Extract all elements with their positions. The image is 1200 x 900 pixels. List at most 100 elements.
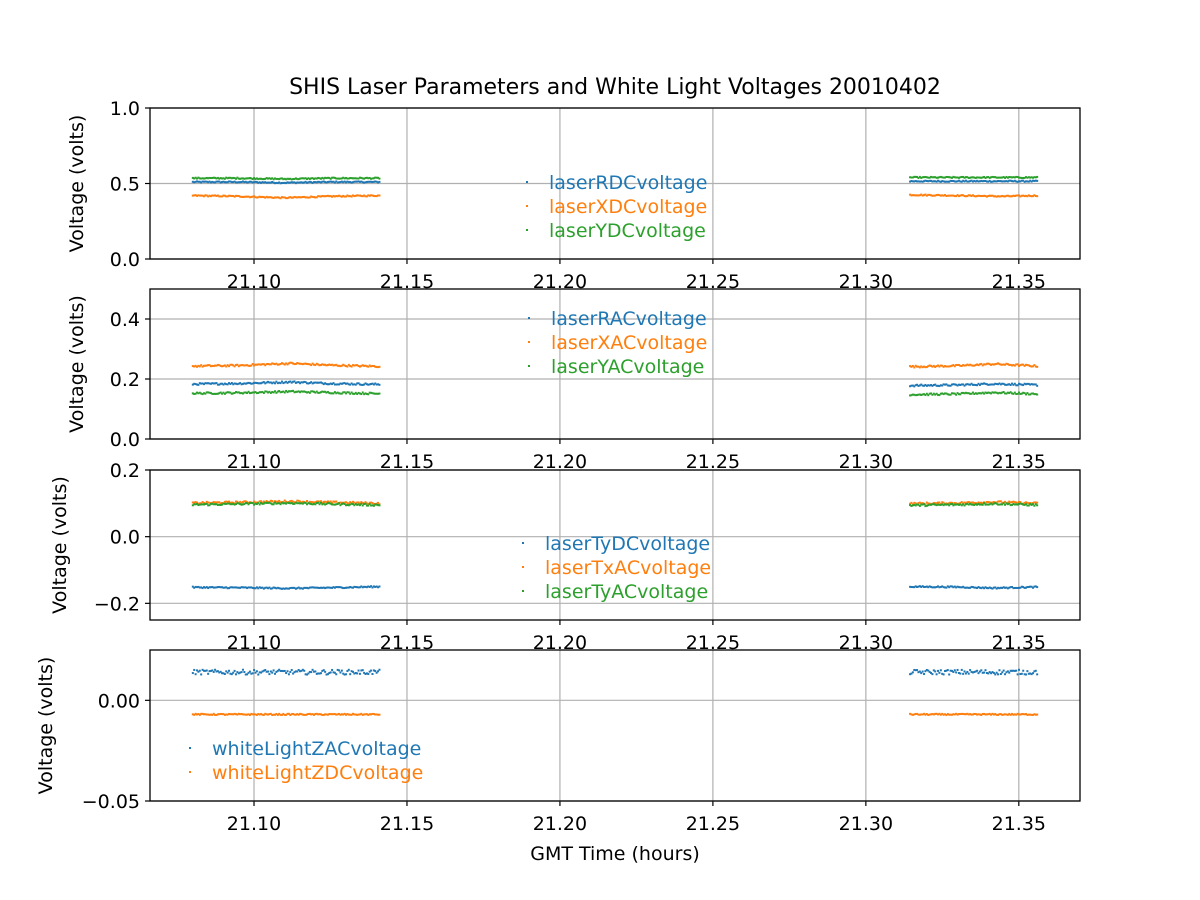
data-point bbox=[959, 672, 962, 675]
data-point bbox=[997, 500, 1000, 503]
data-point bbox=[980, 714, 983, 716]
data-point bbox=[988, 586, 991, 589]
data-point bbox=[308, 500, 311, 503]
data-point bbox=[230, 673, 233, 676]
data-point bbox=[267, 713, 270, 716]
data-point bbox=[226, 501, 229, 504]
data-point bbox=[278, 712, 281, 715]
data-point bbox=[308, 712, 311, 715]
data-point bbox=[219, 382, 222, 385]
data-point bbox=[916, 175, 919, 178]
data-point bbox=[222, 713, 225, 716]
data-point bbox=[1006, 180, 1009, 183]
data-point bbox=[202, 177, 205, 180]
data-point bbox=[290, 499, 293, 502]
data-point bbox=[342, 713, 345, 716]
data-point bbox=[1006, 363, 1009, 366]
data-point bbox=[262, 178, 265, 181]
data-point bbox=[955, 586, 958, 589]
data-point bbox=[194, 503, 197, 506]
data-point bbox=[977, 180, 980, 183]
data-point bbox=[312, 670, 315, 673]
data-point bbox=[932, 392, 935, 395]
data-point bbox=[310, 713, 313, 716]
data-point bbox=[365, 365, 368, 368]
data-point bbox=[311, 713, 314, 716]
data-point bbox=[953, 383, 956, 386]
data-point bbox=[209, 586, 212, 589]
data-point bbox=[258, 363, 261, 366]
data-point bbox=[960, 364, 963, 367]
data-point bbox=[324, 503, 327, 506]
data-point bbox=[375, 383, 378, 386]
data-point bbox=[310, 381, 313, 384]
data-point bbox=[1006, 194, 1009, 197]
data-point bbox=[1016, 586, 1019, 589]
data-point bbox=[235, 382, 237, 385]
data-point bbox=[278, 363, 281, 366]
legend-marker bbox=[526, 181, 528, 183]
data-point bbox=[1013, 382, 1016, 385]
data-point bbox=[269, 381, 272, 384]
data-point bbox=[226, 713, 229, 716]
data-point bbox=[924, 670, 927, 673]
data-point bbox=[250, 712, 253, 715]
data-point bbox=[201, 712, 204, 715]
data-point bbox=[371, 364, 374, 367]
data-point bbox=[306, 391, 309, 394]
data-point bbox=[221, 586, 224, 589]
data-point bbox=[1002, 176, 1005, 179]
data-point bbox=[932, 713, 935, 716]
data-point bbox=[967, 586, 970, 589]
data-point bbox=[333, 586, 336, 589]
data-point bbox=[368, 586, 371, 589]
data-point bbox=[286, 712, 289, 715]
data-point bbox=[957, 502, 960, 505]
data-point bbox=[950, 176, 953, 179]
data-point bbox=[946, 384, 949, 387]
data-point bbox=[368, 176, 371, 179]
data-point bbox=[378, 194, 381, 197]
data-point bbox=[991, 671, 994, 674]
data-point bbox=[226, 195, 229, 198]
data-point bbox=[269, 712, 272, 715]
data-point bbox=[948, 713, 951, 716]
data-point bbox=[307, 502, 310, 505]
data-point bbox=[1020, 713, 1023, 716]
data-point bbox=[193, 382, 196, 385]
data-point bbox=[950, 585, 953, 588]
data-point bbox=[977, 194, 980, 197]
data-point bbox=[371, 177, 374, 180]
data-point bbox=[966, 670, 969, 673]
data-point bbox=[318, 503, 321, 506]
data-point bbox=[970, 503, 973, 506]
data-point bbox=[1016, 180, 1019, 183]
data-point bbox=[941, 364, 944, 367]
data-point bbox=[924, 176, 927, 178]
data-point bbox=[198, 180, 201, 183]
data-point bbox=[374, 670, 377, 673]
data-point bbox=[293, 380, 296, 383]
data-point bbox=[194, 194, 197, 197]
data-point bbox=[308, 670, 311, 673]
data-point bbox=[218, 671, 221, 674]
data-point bbox=[1025, 503, 1027, 506]
data-point bbox=[209, 392, 212, 395]
data-point bbox=[204, 177, 207, 180]
data-point bbox=[967, 392, 970, 395]
data-point bbox=[233, 502, 236, 505]
data-point bbox=[236, 391, 239, 394]
data-point bbox=[196, 502, 199, 505]
data-point bbox=[999, 503, 1002, 506]
data-point bbox=[1030, 503, 1033, 506]
data-point bbox=[1013, 391, 1016, 394]
data-point bbox=[1029, 672, 1032, 675]
data-point bbox=[952, 364, 955, 367]
data-point bbox=[985, 713, 988, 716]
data-point bbox=[333, 195, 336, 198]
data-point bbox=[200, 382, 203, 385]
data-point bbox=[329, 713, 332, 716]
data-point bbox=[208, 670, 211, 673]
data-point bbox=[280, 587, 283, 590]
data-point bbox=[917, 194, 920, 197]
